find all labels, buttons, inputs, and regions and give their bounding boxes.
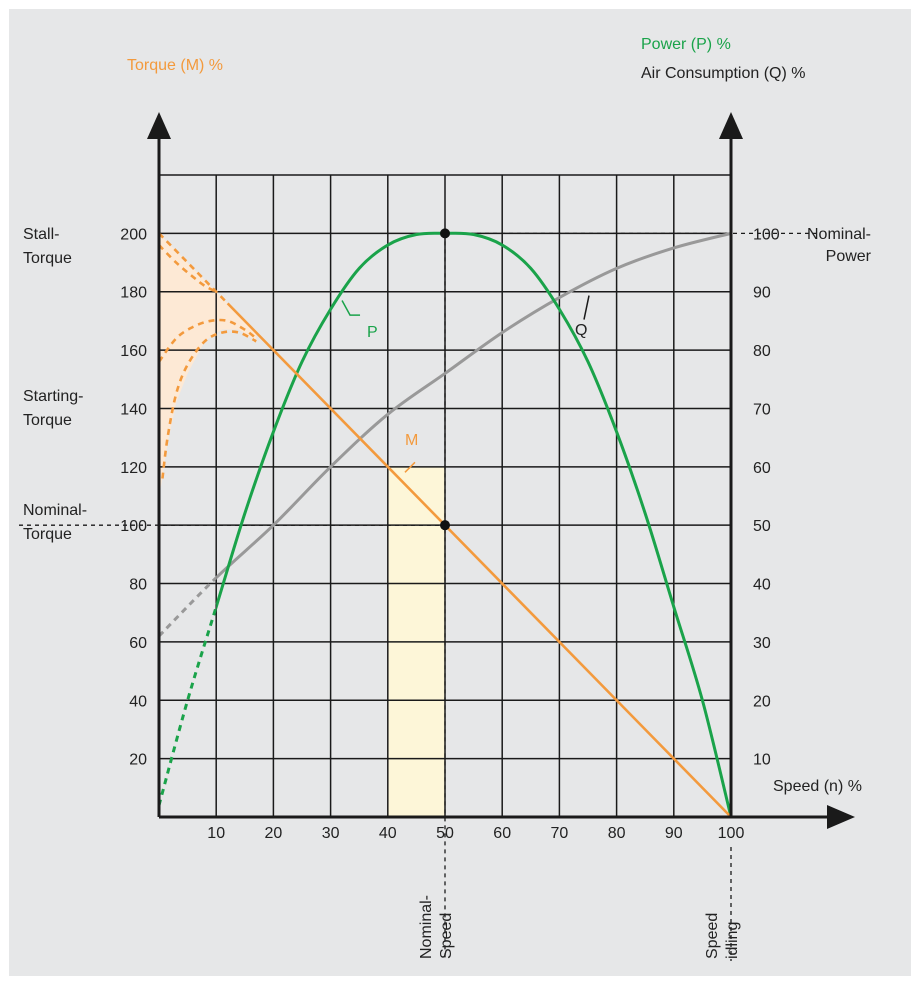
series-Q-line xyxy=(216,231,732,580)
label-P-leader xyxy=(341,300,361,316)
starting-torque-curve-2 xyxy=(157,318,258,363)
y-left-tick-label-80: 80 xyxy=(129,577,147,594)
y-right-tick-label-20: 20 xyxy=(753,693,771,710)
series-M-dashed xyxy=(158,232,229,305)
y-left-tick-label-40: 40 xyxy=(129,693,147,710)
y-right-tick-label-10: 10 xyxy=(753,752,771,769)
grid-layer xyxy=(158,174,732,818)
nominal-power-label-line-1: Power xyxy=(826,248,872,265)
right-axis-title-air: Air Consumption (Q) % xyxy=(641,65,806,82)
speed-idling-label-line-1: idling xyxy=(724,922,741,959)
y-left-tick-label-160: 160 xyxy=(120,343,147,360)
nominal-torque-label: Nominal- Torque xyxy=(23,502,87,543)
speed-idling-label: Speed idling xyxy=(704,913,741,959)
label-Q-leader xyxy=(583,295,590,320)
x-tick-label-100: 100 xyxy=(718,825,745,842)
nominal-speed-label-group: Nominal- Speed xyxy=(418,895,455,959)
x-tick-label-50: 50 xyxy=(436,825,454,842)
y-left-tick-label-200: 200 xyxy=(120,226,147,243)
series-layer xyxy=(157,228,733,818)
speed-idling-label-line-0: Speed xyxy=(704,913,721,959)
starting-torque-curve-0 xyxy=(158,244,217,293)
x-tick-label-60: 60 xyxy=(493,825,511,842)
y-left-tick-label-140: 140 xyxy=(120,401,147,418)
nominal-power-point xyxy=(440,228,450,239)
right-axis-title-power: Power (P) % xyxy=(641,36,731,53)
y-right-tick-label-60: 60 xyxy=(753,460,771,477)
guide-lines xyxy=(19,232,819,961)
speed-idling-label-group: Speed idling xyxy=(704,913,741,959)
y-right-tick-label-30: 30 xyxy=(753,635,771,652)
annotation-labels: Torque (M) % Power (P) % Air Consumption… xyxy=(23,36,872,959)
x-tick-label-20: 20 xyxy=(265,825,283,842)
starting-torque-label-line-1: Torque xyxy=(23,412,72,429)
y-right-tick-label-80: 80 xyxy=(753,343,771,360)
y-left-tick-label-120: 120 xyxy=(120,460,147,477)
y-left-tick-label-100: 100 xyxy=(120,518,147,535)
series-label-M: M xyxy=(405,432,418,449)
x-axis-title: Speed (n) % xyxy=(773,778,862,795)
y-right-arrow xyxy=(719,112,743,139)
x-tick-label-90: 90 xyxy=(665,825,683,842)
x-tick-label-80: 80 xyxy=(608,825,626,842)
axes-layer xyxy=(147,112,855,829)
y-right-tick-label-90: 90 xyxy=(753,285,771,302)
nominal-power-label: Nominal- Power xyxy=(807,226,872,265)
x-tick-label-70: 70 xyxy=(551,825,569,842)
stall-torque-label-line-0: Stall- xyxy=(23,226,59,243)
y-right-tick-label-50: 50 xyxy=(753,518,771,535)
y-right-tick-label-40: 40 xyxy=(753,577,771,594)
starting-torque-band xyxy=(159,233,257,496)
label-M-leader xyxy=(404,461,416,473)
x-tick-label-10: 10 xyxy=(207,825,225,842)
nominal-torque-label-line-1: Torque xyxy=(23,526,72,543)
y-left-tick-label-180: 180 xyxy=(120,285,147,302)
starting-torque-curve-1 xyxy=(161,330,257,479)
y-left-tick-label-20: 20 xyxy=(129,752,147,769)
starting-torque-label-line-0: Starting- xyxy=(23,388,83,405)
starting-torque-label: Starting- Torque xyxy=(23,388,83,429)
nominal-speed-label-line-0: Nominal- xyxy=(418,895,435,959)
y-left-arrow xyxy=(147,112,171,139)
tick-labels: 10 20 30 40 50 60 70 80 90 100 20 40 60 80 100 120 140 16… xyxy=(120,226,780,842)
y-left-tick-label-60: 60 xyxy=(129,635,147,652)
stall-torque-label: Stall- Torque xyxy=(23,226,72,267)
nominal-torque-point xyxy=(440,520,450,531)
nominal-torque-label-line-0: Nominal- xyxy=(23,502,87,519)
chart-svg: 10 20 30 40 50 60 70 80 90 100 20 40 60 80 100 120 140 16… xyxy=(19,36,872,961)
nominal-speed-label: Nominal- Speed xyxy=(418,895,455,959)
series-label-Q: Q xyxy=(575,322,587,339)
y-right-tick-label-70: 70 xyxy=(753,401,771,418)
x-tick-label-30: 30 xyxy=(322,825,340,842)
series-label-P: P xyxy=(367,324,378,341)
x-tick-label-40: 40 xyxy=(379,825,397,842)
nominal-speed-label-line-1: Speed xyxy=(438,913,455,959)
stall-torque-label-line-1: Torque xyxy=(23,250,72,267)
nominal-power-label-line-0: Nominal- xyxy=(807,226,871,243)
chart-panel: 10 20 30 40 50 60 70 80 90 100 20 40 60 80 100 120 140 16… xyxy=(9,9,911,976)
series-M-line xyxy=(226,302,732,818)
x-arrow xyxy=(827,805,855,829)
left-axis-title: Torque (M) % xyxy=(127,57,223,74)
y-right-tick-label-100: 100 xyxy=(753,226,780,243)
